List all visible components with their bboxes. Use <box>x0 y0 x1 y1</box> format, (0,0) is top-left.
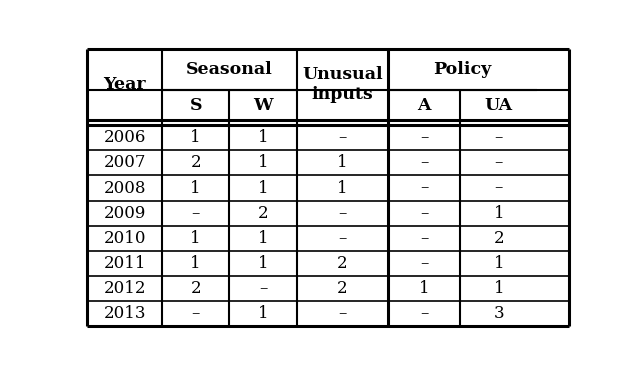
Text: 2007: 2007 <box>104 154 146 171</box>
Text: –: – <box>420 129 428 147</box>
Text: –: – <box>339 204 347 221</box>
Text: –: – <box>420 204 428 221</box>
Text: W: W <box>253 97 273 114</box>
Text: –: – <box>420 255 428 272</box>
Text: 1: 1 <box>258 154 268 171</box>
Text: 2008: 2008 <box>104 180 146 197</box>
Text: 2006: 2006 <box>104 129 146 147</box>
Text: A: A <box>417 97 431 114</box>
Text: 1: 1 <box>190 180 201 197</box>
Text: –: – <box>259 280 268 297</box>
Text: 2: 2 <box>337 255 348 272</box>
Text: 1: 1 <box>493 204 504 221</box>
Text: Year: Year <box>104 76 146 93</box>
Text: 1: 1 <box>190 129 201 147</box>
Text: 1: 1 <box>258 255 268 272</box>
Text: 1: 1 <box>258 129 268 147</box>
Text: 2009: 2009 <box>104 204 146 221</box>
Text: 2: 2 <box>337 280 348 297</box>
Text: –: – <box>495 180 503 197</box>
Text: –: – <box>339 230 347 247</box>
Text: 2: 2 <box>190 154 201 171</box>
Text: Policy: Policy <box>433 61 492 78</box>
Text: –: – <box>495 129 503 147</box>
Text: 3: 3 <box>493 305 504 322</box>
Text: –: – <box>339 305 347 322</box>
Text: –: – <box>420 230 428 247</box>
Text: –: – <box>495 154 503 171</box>
Text: –: – <box>339 129 347 147</box>
Text: –: – <box>191 204 200 221</box>
Text: 1: 1 <box>493 255 504 272</box>
Text: 1: 1 <box>419 280 429 297</box>
Text: S: S <box>189 97 202 114</box>
Text: –: – <box>420 180 428 197</box>
Text: 2010: 2010 <box>104 230 146 247</box>
Text: 1: 1 <box>493 280 504 297</box>
Text: 1: 1 <box>190 255 201 272</box>
Text: 2013: 2013 <box>104 305 146 322</box>
Text: –: – <box>420 305 428 322</box>
Text: 2: 2 <box>493 230 504 247</box>
Text: Unusual
inputs: Unusual inputs <box>302 66 383 103</box>
Text: 1: 1 <box>190 230 201 247</box>
Text: 2011: 2011 <box>104 255 146 272</box>
Text: UA: UA <box>484 97 513 114</box>
Text: 1: 1 <box>258 230 268 247</box>
Text: 2: 2 <box>190 280 201 297</box>
Text: –: – <box>191 305 200 322</box>
Text: 1: 1 <box>258 305 268 322</box>
Text: 1: 1 <box>258 180 268 197</box>
Text: 1: 1 <box>337 154 348 171</box>
Text: 2: 2 <box>258 204 268 221</box>
Text: Seasonal: Seasonal <box>186 61 273 78</box>
Text: 1: 1 <box>337 180 348 197</box>
Text: –: – <box>420 154 428 171</box>
Text: 2012: 2012 <box>104 280 146 297</box>
